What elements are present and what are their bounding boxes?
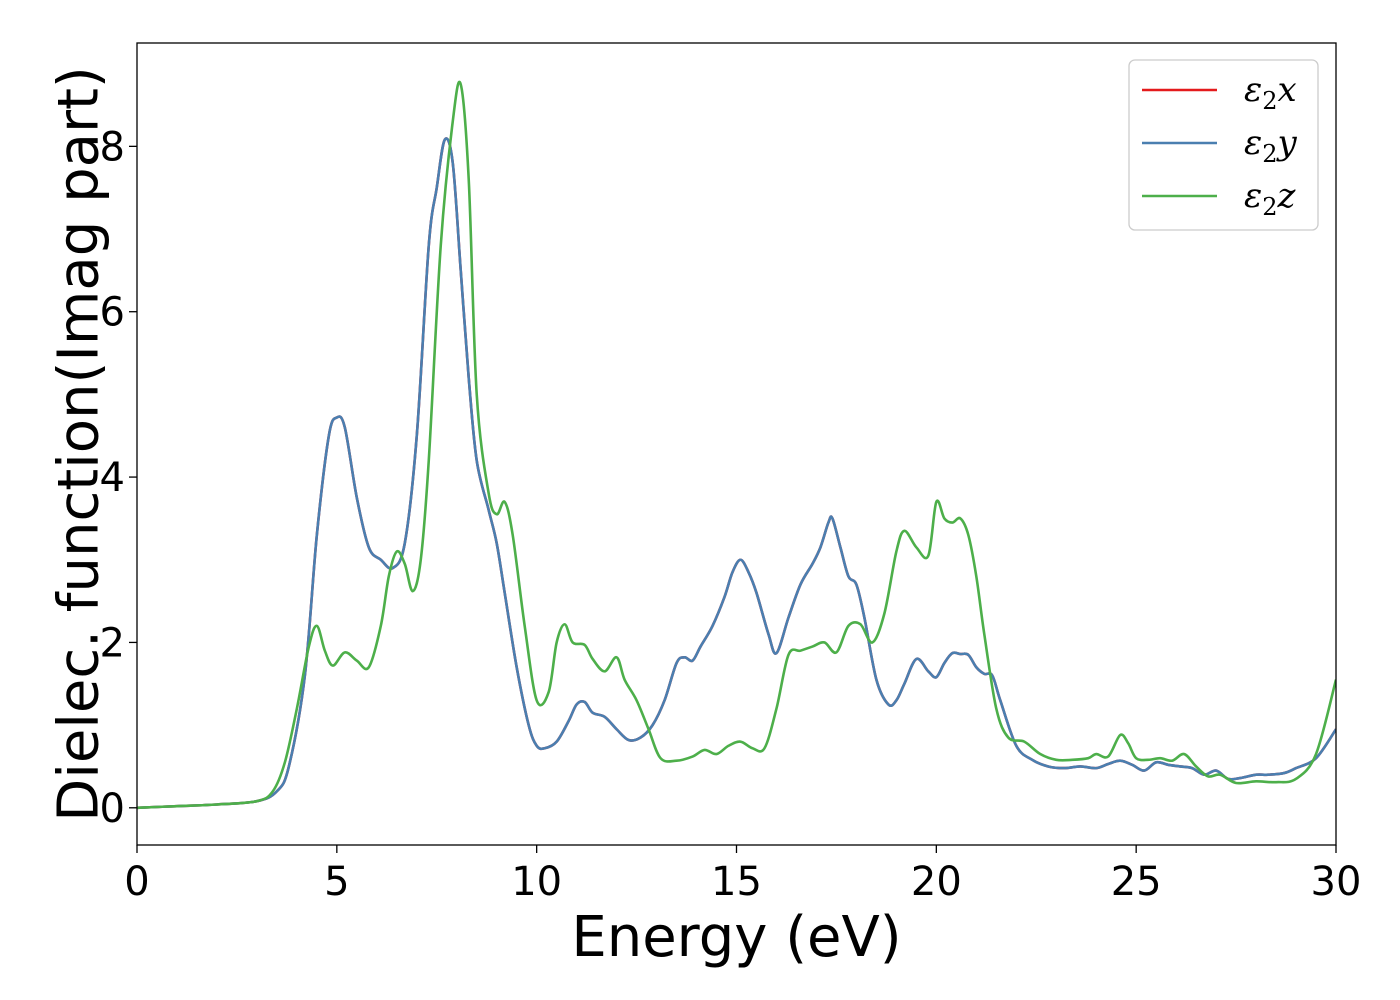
y-tick-label: 0 xyxy=(100,786,125,832)
legend-label: ε2z xyxy=(1244,176,1297,221)
y-tick-label: 2 xyxy=(100,620,125,666)
y-tick-label: 6 xyxy=(100,290,125,336)
x-tick-label: 15 xyxy=(711,859,762,905)
series-line-y xyxy=(137,137,1336,810)
legend-label: ε2x xyxy=(1244,70,1297,115)
x-tick-label: 0 xyxy=(124,859,149,905)
legend-label: ε2y xyxy=(1244,123,1298,168)
y-axis-title: Dielec. function(Imag part) xyxy=(47,66,112,822)
x-tick-label: 5 xyxy=(324,859,349,905)
x-axis-title: Energy (eV) xyxy=(571,905,901,970)
legend-item-y: ε2y xyxy=(1142,123,1298,168)
x-tick-label: 30 xyxy=(1311,859,1362,905)
x-axis: 0 5 10 15 20 25 30 xyxy=(124,845,1361,905)
x-tick-label: 20 xyxy=(911,859,962,905)
legend-item-x: ε2x xyxy=(1142,70,1297,115)
y-tick-label: 8 xyxy=(100,124,125,170)
x-tick-label: 10 xyxy=(511,859,562,905)
legend-box xyxy=(1128,59,1319,231)
y-axis: 0 2 4 6 8 xyxy=(100,124,137,832)
series-line-z xyxy=(137,80,1336,810)
series-layer xyxy=(137,80,1336,810)
y-tick-label: 4 xyxy=(100,455,125,501)
x-tick-label: 25 xyxy=(1111,859,1162,905)
legend-item-z: ε2z xyxy=(1142,176,1297,221)
legend: ε2x ε2y ε2z xyxy=(1128,59,1319,231)
